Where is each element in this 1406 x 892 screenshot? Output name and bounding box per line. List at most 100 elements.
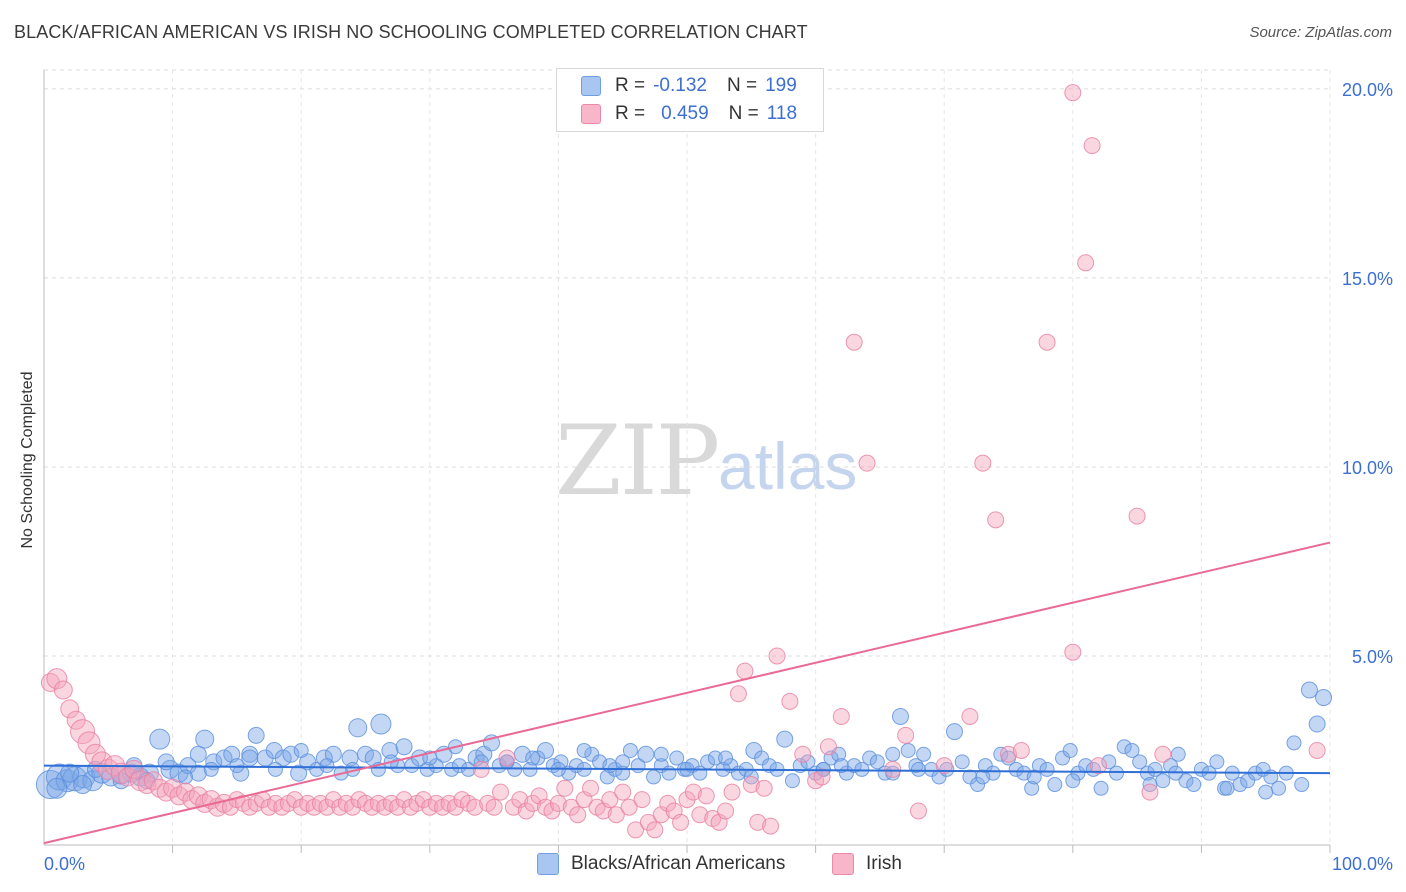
- point-irish: [987, 511, 1005, 529]
- point-irish: [188, 786, 208, 806]
- point-blacks: [189, 764, 207, 782]
- point-blacks: [60, 763, 80, 783]
- point-blacks: [290, 764, 308, 782]
- point-blacks: [1124, 742, 1140, 758]
- point-irish: [124, 759, 144, 779]
- point-irish: [768, 647, 786, 665]
- legend-n-label: N =: [728, 103, 759, 124]
- point-irish: [742, 776, 760, 794]
- point-irish: [1064, 643, 1082, 661]
- point-irish: [607, 806, 625, 824]
- bottom-legend-label: Blacks/African Americans: [571, 853, 786, 874]
- point-blacks: [745, 741, 763, 759]
- point-irish: [819, 738, 837, 756]
- point-irish: [1308, 741, 1326, 759]
- point-irish: [1064, 84, 1082, 102]
- point-irish: [569, 806, 587, 824]
- point-irish: [1128, 507, 1146, 525]
- bottom-legend-swatch-irish: [832, 853, 854, 875]
- point-irish: [175, 782, 195, 802]
- y-tick-label: 5.0%: [1352, 647, 1393, 667]
- point-irish: [498, 749, 516, 767]
- point-irish: [1077, 254, 1095, 272]
- point-blacks: [1294, 777, 1310, 793]
- point-blacks: [229, 758, 245, 774]
- point-blacks: [1065, 773, 1081, 789]
- point-blacks: [846, 758, 862, 774]
- point-blacks: [862, 750, 878, 766]
- point-irish: [845, 333, 863, 351]
- point-blacks: [1024, 780, 1040, 796]
- point-blacks: [1308, 715, 1326, 733]
- point-irish: [736, 662, 754, 680]
- point-irish: [646, 821, 664, 839]
- point-irish: [169, 786, 189, 806]
- bottom-legend-label: Irish: [866, 853, 902, 874]
- point-blacks: [945, 723, 963, 741]
- point-blacks: [962, 769, 978, 785]
- point-irish: [633, 791, 651, 809]
- point-irish: [755, 779, 773, 797]
- point-blacks: [602, 758, 618, 774]
- point-irish: [137, 775, 157, 795]
- point-blacks: [885, 746, 901, 762]
- point-blacks: [1240, 773, 1256, 789]
- point-blacks: [916, 746, 932, 762]
- point-blacks: [428, 758, 444, 774]
- point-blacks: [460, 761, 476, 777]
- point-irish: [485, 798, 503, 816]
- point-irish: [466, 798, 484, 816]
- point-blacks: [1026, 769, 1042, 785]
- point-blacks: [1300, 681, 1318, 699]
- point-blacks: [622, 742, 638, 758]
- point-irish: [627, 821, 645, 839]
- point-blacks: [910, 761, 926, 777]
- point-blacks: [1139, 765, 1155, 781]
- point-blacks: [1271, 780, 1287, 796]
- point-irish: [717, 802, 735, 820]
- point-irish: [70, 719, 96, 745]
- point-irish: [1038, 333, 1056, 351]
- point-irish: [684, 783, 702, 801]
- point-irish: [794, 745, 812, 763]
- point-irish: [762, 817, 780, 835]
- point-blacks: [293, 742, 309, 758]
- point-blacks: [1093, 780, 1109, 796]
- point-blacks: [1315, 689, 1333, 707]
- point-blacks: [1101, 754, 1117, 770]
- point-blacks: [754, 750, 770, 766]
- point-blacks: [203, 761, 219, 777]
- point-irish: [1154, 745, 1172, 763]
- point-blacks: [1186, 777, 1202, 793]
- point-irish: [614, 783, 632, 801]
- point-irish: [60, 699, 80, 719]
- legend-row-irish: R = 0.459 N = 118: [581, 102, 797, 126]
- legend-swatch-irish: [581, 104, 601, 124]
- point-blacks: [637, 745, 655, 763]
- legend-r-label: R =: [615, 75, 646, 96]
- chart-title: BLACK/AFRICAN AMERICAN VS IRISH NO SCHOO…: [14, 22, 808, 42]
- point-irish: [77, 731, 101, 755]
- point-blacks: [525, 750, 541, 766]
- trendline-blacks: [43, 764, 1331, 775]
- point-irish: [813, 768, 831, 786]
- legend-r-label: R =: [615, 103, 646, 124]
- point-blacks: [954, 754, 970, 770]
- point-blacks: [776, 730, 794, 748]
- point-blacks: [241, 749, 259, 767]
- point-irish: [1000, 745, 1017, 763]
- point-blacks: [1008, 761, 1024, 777]
- point-blacks: [1109, 765, 1125, 781]
- point-blacks: [900, 742, 916, 758]
- point-blacks: [1039, 761, 1055, 777]
- point-blacks: [267, 761, 283, 777]
- legend-n-value: 199: [765, 75, 797, 96]
- point-irish: [1083, 137, 1101, 155]
- point-irish: [620, 798, 638, 816]
- legend-swatch-blacks: [581, 76, 601, 96]
- watermark-atlas: atlas: [718, 429, 858, 503]
- point-blacks: [1085, 761, 1101, 777]
- point-irish: [97, 758, 119, 780]
- point-irish: [858, 454, 876, 472]
- point-blacks: [149, 728, 171, 750]
